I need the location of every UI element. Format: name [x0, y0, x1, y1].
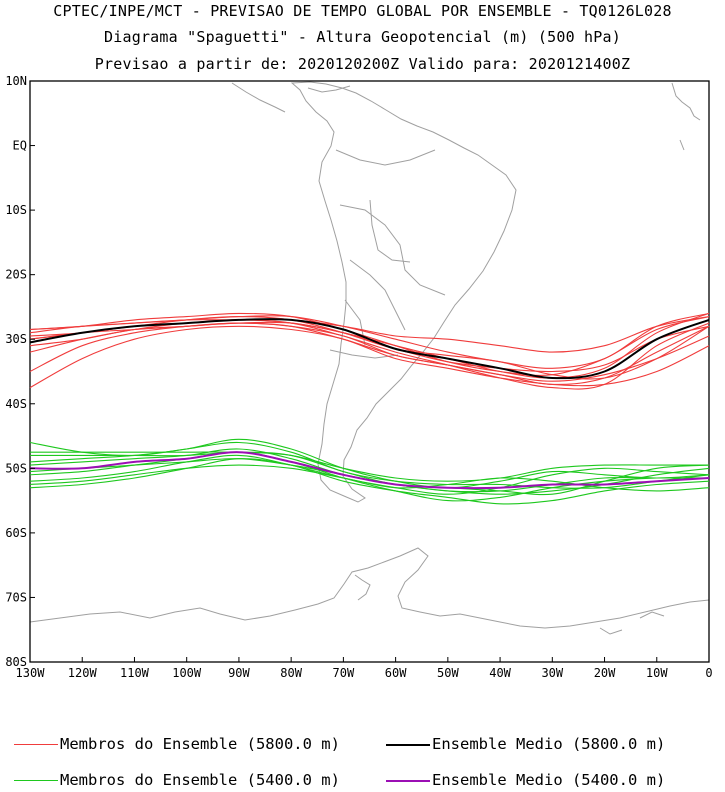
x-tick-label: 10W [646, 666, 668, 680]
x-tick-label: 80W [280, 666, 302, 680]
series-line-members-5400-8 [29, 464, 710, 492]
y-tick-label: 30S [5, 332, 27, 346]
series-line-members-5800-7 [29, 316, 710, 353]
legend-label-mean-5800: Ensemble Medio (5800.0 m) [432, 735, 666, 753]
series-line-members-5400-9 [29, 451, 710, 502]
antarctica-islands [354, 574, 665, 635]
country-borders [329, 149, 446, 359]
x-tick-label: 50W [437, 666, 459, 680]
legend-label-mean-5400: Ensemble Medio (5400.0 m) [432, 771, 666, 789]
y-tick-label: 80S [5, 655, 27, 669]
x-tick-label: 110W [120, 666, 150, 680]
y-tick-label: 10S [5, 203, 27, 217]
title-line-2: Diagrama "Spaguetti" - Altura Geopotenci… [104, 28, 621, 46]
plot-frame [29, 80, 710, 663]
y-tick-label: 60S [5, 526, 27, 540]
legend-swatch-members-5800 [14, 744, 58, 745]
x-tick-label: 130W [16, 666, 46, 680]
series-line-members-5800-6 [29, 319, 710, 390]
legend-label-members-5800: Membros do Ensemble (5800.0 m) [60, 735, 340, 753]
legend-swatch-mean-5800 [386, 743, 430, 746]
axis-ticks: 130W 120W 110W 100W 90W 80W 70W 60W 50W 40W 30W 20W… [5, 74, 712, 680]
series-line-members-5800-9 [29, 322, 710, 382]
y-tick-label: 70S [5, 590, 27, 604]
series-line-members-5400-7 [30, 451, 710, 496]
x-tick-label: 40W [489, 666, 511, 680]
y-tick-label: 40S [5, 397, 27, 411]
series-line-mean-5400 [29, 451, 710, 490]
x-tick-label: 60W [385, 666, 407, 680]
title-line-1: CPTEC/INPE/MCT - PREVISAO DE TEMPO GLOBA… [53, 2, 672, 20]
x-tick-label: 30W [541, 666, 563, 680]
x-tick-label: 120W [68, 666, 98, 680]
y-tick-label: EQ [13, 139, 27, 153]
legend-swatch-mean-5400 [386, 779, 430, 782]
series-line-members-5400-4 [29, 458, 710, 505]
spaghetti-chart: 130W 120W 110W 100W 90W 80W 70W 60W 50W 40W 30W 20W… [5, 74, 712, 680]
legend-swatch-members-5400 [14, 780, 58, 781]
series-line-members-5800-4 [29, 325, 710, 389]
x-tick-label: 90W [228, 666, 250, 680]
legend-item-members-5800: Membros do Ensemble (5800.0 m) [14, 735, 340, 753]
coastline-map [29, 81, 710, 635]
series-line-members-5400-6 [29, 458, 710, 495]
x-tick-label: 0 [705, 666, 712, 680]
series-line-mean-5800 [29, 317, 710, 380]
legend-item-mean-5800: Ensemble Medio (5800.0 m) [386, 735, 665, 753]
y-tick-label: 10N [5, 74, 27, 88]
x-tick-label: 100W [172, 666, 202, 680]
legend-label-members-5400: Membros do Ensemble (5400.0 m) [60, 771, 340, 789]
x-tick-label: 20W [594, 666, 616, 680]
title-line-3: Previsao a partir de: 2020120200Z Valido… [94, 55, 631, 73]
series-line-members-5400-1 [29, 451, 709, 482]
top-right-land [671, 82, 701, 151]
antarctica-coast [29, 547, 710, 629]
y-tick-label: 50S [5, 461, 27, 475]
series-line-members-5800-3 [29, 312, 710, 376]
y-tick-label: 20S [5, 268, 27, 282]
series-group [29, 312, 710, 505]
legend-item-mean-5400: Ensemble Medio (5400.0 m) [386, 771, 665, 789]
central-america-coast [231, 82, 351, 113]
x-tick-label: 70W [333, 666, 355, 680]
south-america-coast [290, 81, 517, 503]
legend-item-members-5400: Membros do Ensemble (5400.0 m) [14, 771, 340, 789]
